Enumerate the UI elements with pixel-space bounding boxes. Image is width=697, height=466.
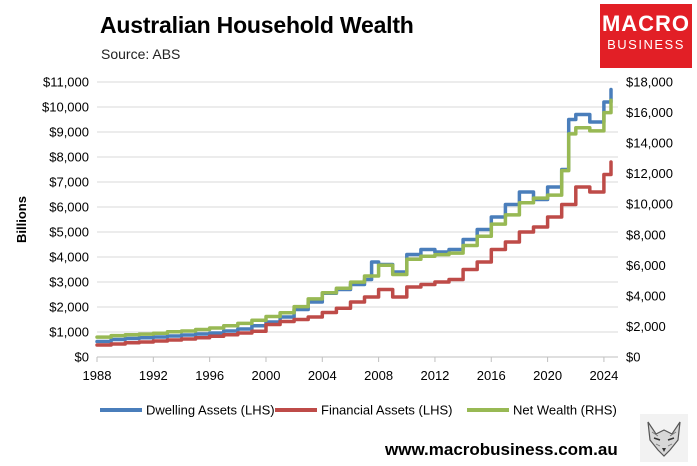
left-axis-tick-label: $5,000 [49,225,89,240]
left-axis-tick-label: $1,000 [49,325,89,340]
chart-title: Australian Household Wealth [100,12,414,38]
series-line-financial [95,160,613,347]
y-axis-label: Billions [14,196,29,243]
x-axis-tick-label: 2000 [252,368,281,383]
fox-mascot-icon [640,414,688,462]
chart-source: Source: ABS [101,46,181,62]
x-axis-tick-label: 2004 [308,368,337,383]
x-axis-tick-label: 2016 [477,368,506,383]
legend-label-dwelling: Dwelling Assets (LHS) [146,403,275,418]
right-axis-tick-label: $10,000 [626,197,673,212]
series-line-net [95,98,613,339]
x-axis-tick-label: 2024 [589,368,618,383]
left-axis-tick-label: $6,000 [49,200,89,215]
right-axis-tick-label: $0 [626,350,640,365]
logo-line-2: BUSINESS [607,37,685,52]
right-axis-tick-label: $18,000 [626,75,673,90]
legend-label-net: Net Wealth (RHS) [513,403,617,418]
left-axis-tick-label: $10,000 [42,100,89,115]
right-axis-tick-label: $6,000 [626,258,666,273]
left-axis-tick-label: $2,000 [49,300,89,315]
x-axis-tick-label: 2008 [364,368,393,383]
legend-label-financial: Financial Assets (LHS) [321,403,453,418]
right-axis-tick-label: $12,000 [626,166,673,181]
x-axis-tick-label: 2020 [533,368,562,383]
x-axis-tick-label: 1996 [195,368,224,383]
right-axis-tick-label: $16,000 [626,105,673,120]
left-axis-tick-label: $4,000 [49,250,89,265]
left-axis-tick-label: $0 [75,350,89,365]
right-axis-tick-label: $14,000 [626,136,673,151]
logo-line-1: MACRO [601,11,691,36]
footer-url: www.macrobusiness.com.au [385,440,618,459]
x-axis-tick-label: 2012 [420,368,449,383]
x-axis-tick-label: 1988 [83,368,112,383]
right-axis-tick-label: $8,000 [626,227,666,242]
x-axis-tick-label: 1992 [139,368,168,383]
macro-business-logo: MACRO BUSINESS [600,4,692,68]
left-axis-tick-label: $7,000 [49,175,89,190]
left-axis-tick-label: $8,000 [49,150,89,165]
left-axis-tick-label: $9,000 [49,125,89,140]
right-axis-tick-label: $2,000 [626,319,666,334]
right-axis-tick-label: $4,000 [626,288,666,303]
left-axis-tick-label: $3,000 [49,275,89,290]
left-axis-tick-label: $11,000 [43,75,89,90]
